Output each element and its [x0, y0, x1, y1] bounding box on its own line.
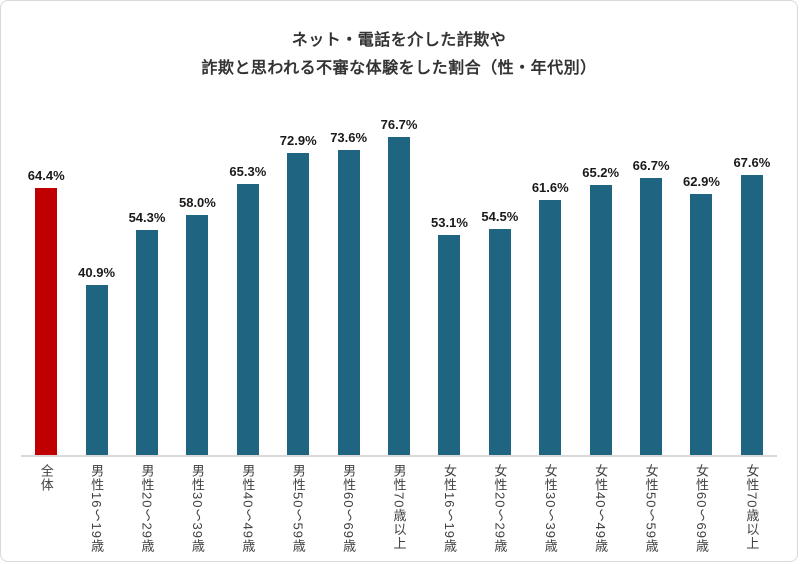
value-label: 66.7%	[632, 158, 670, 174]
bar	[488, 229, 511, 455]
value-label: 58.0%	[178, 194, 216, 210]
category-label: 男性20〜29歳	[139, 464, 155, 553]
bar-group: 67.6%	[727, 97, 777, 455]
value-label: 65.3%	[229, 164, 267, 180]
category-label: 男性70歳以上	[391, 464, 407, 551]
category-label: 全体	[38, 464, 54, 492]
value-label: 54.3%	[128, 209, 166, 225]
category-label: 女性16〜19歳	[441, 464, 457, 553]
category-label: 女性20〜29歳	[492, 464, 508, 553]
bar	[388, 137, 411, 455]
value-label: 61.6%	[531, 179, 569, 195]
bar-group: 54.3%	[122, 97, 172, 455]
category-label: 男性50〜59歳	[290, 464, 306, 553]
category-label: 男性30〜39歳	[189, 464, 205, 553]
bar-group: 58.0%	[172, 97, 222, 455]
chart-title: ネット・電話を介した詐欺や 詐欺と思われる不審な体験をした割合（性・年代別）	[1, 27, 797, 83]
value-label: 72.9%	[279, 132, 317, 148]
bar	[640, 178, 663, 455]
bar	[589, 184, 612, 455]
category-label-cell: 女性30〜39歳	[525, 457, 575, 553]
category-label: 女性50〜59歳	[643, 464, 659, 553]
category-label-cell: 女性16〜19歳	[424, 457, 474, 553]
category-label-cell: 女性50〜59歳	[626, 457, 676, 553]
bar-group: 64.4%	[21, 97, 71, 455]
bar	[186, 214, 209, 455]
value-label: 76.7%	[380, 117, 418, 132]
category-label-cell: 女性20〜29歳	[475, 457, 525, 553]
value-label: 65.2%	[582, 164, 620, 180]
category-label-cell: 女性70歳以上	[727, 457, 777, 550]
category-label-cell: 男性30〜39歳	[172, 457, 222, 553]
bar-group: 65.2%	[575, 97, 625, 455]
bar	[337, 149, 360, 455]
bar-group: 72.9%	[273, 97, 323, 455]
bar-group: 76.7%	[374, 97, 424, 455]
bar	[690, 194, 713, 455]
bar	[236, 184, 259, 455]
category-label-cell: 男性60〜69歳	[323, 457, 373, 553]
bar-group: 73.6%	[323, 97, 373, 455]
value-label: 53.1%	[431, 214, 468, 230]
category-label: 女性40〜49歳	[593, 464, 609, 553]
value-label: 67.6%	[733, 154, 771, 170]
bar	[438, 234, 461, 455]
chart-title-line-1: ネット・電話を介した詐欺や	[291, 32, 507, 49]
bar	[136, 229, 159, 455]
category-label: 男性16〜19歳	[89, 464, 105, 553]
category-label-cell: 全体	[21, 457, 71, 492]
category-label: 女性60〜69歳	[693, 464, 709, 553]
bar-group: 66.7%	[626, 97, 676, 455]
value-label: 40.9%	[78, 265, 116, 281]
bar	[85, 285, 108, 455]
category-label: 女性70歳以上	[744, 464, 760, 551]
bar-group: 54.5%	[475, 97, 525, 455]
category-label-cell: 男性50〜59歳	[273, 457, 323, 553]
bar	[740, 174, 763, 455]
bar	[539, 199, 562, 455]
bar-group: 62.9%	[676, 97, 726, 455]
bar-group: 53.1%	[424, 97, 474, 455]
value-label: 64.4%	[27, 168, 65, 183]
category-label-cell: 男性40〜49歳	[223, 457, 273, 553]
category-label: 女性30〜39歳	[542, 464, 558, 553]
bar-group: 65.3%	[223, 97, 273, 455]
chart-title-line-2: 詐欺と思われる不審な体験をした割合（性・年代別）	[201, 60, 597, 77]
category-label-cell: 男性20〜29歳	[122, 457, 172, 553]
bar-group: 40.9%	[71, 97, 121, 455]
value-label: 54.5%	[481, 209, 519, 225]
category-axis: 全体 男性16〜19歳 男性20〜29歳 男性30〜39歳 男性40〜49歳 男性50〜5…	[21, 457, 777, 561]
bar	[287, 152, 310, 455]
category-label: 男性40〜49歳	[240, 464, 256, 553]
value-label: 73.6%	[330, 129, 368, 145]
category-label-cell: 男性70歳以上	[374, 457, 424, 550]
value-label: 62.9%	[683, 174, 720, 190]
plot-area: 64.4% 40.9% 54.3% 58.0% 65.3% 72.9% 73.6% 76.7%…	[21, 97, 777, 561]
bars-row: 64.4% 40.9% 54.3% 58.0% 65.3% 72.9% 73.6% 76.7%…	[21, 97, 777, 457]
category-label: 男性60〜69歳	[341, 464, 357, 553]
category-label-cell: 女性40〜49歳	[575, 457, 625, 553]
category-label-cell: 女性60〜69歳	[676, 457, 726, 553]
category-label-cell: 男性16〜19歳	[71, 457, 121, 553]
bar-highlight	[35, 188, 58, 455]
bar-group: 61.6%	[525, 97, 575, 455]
